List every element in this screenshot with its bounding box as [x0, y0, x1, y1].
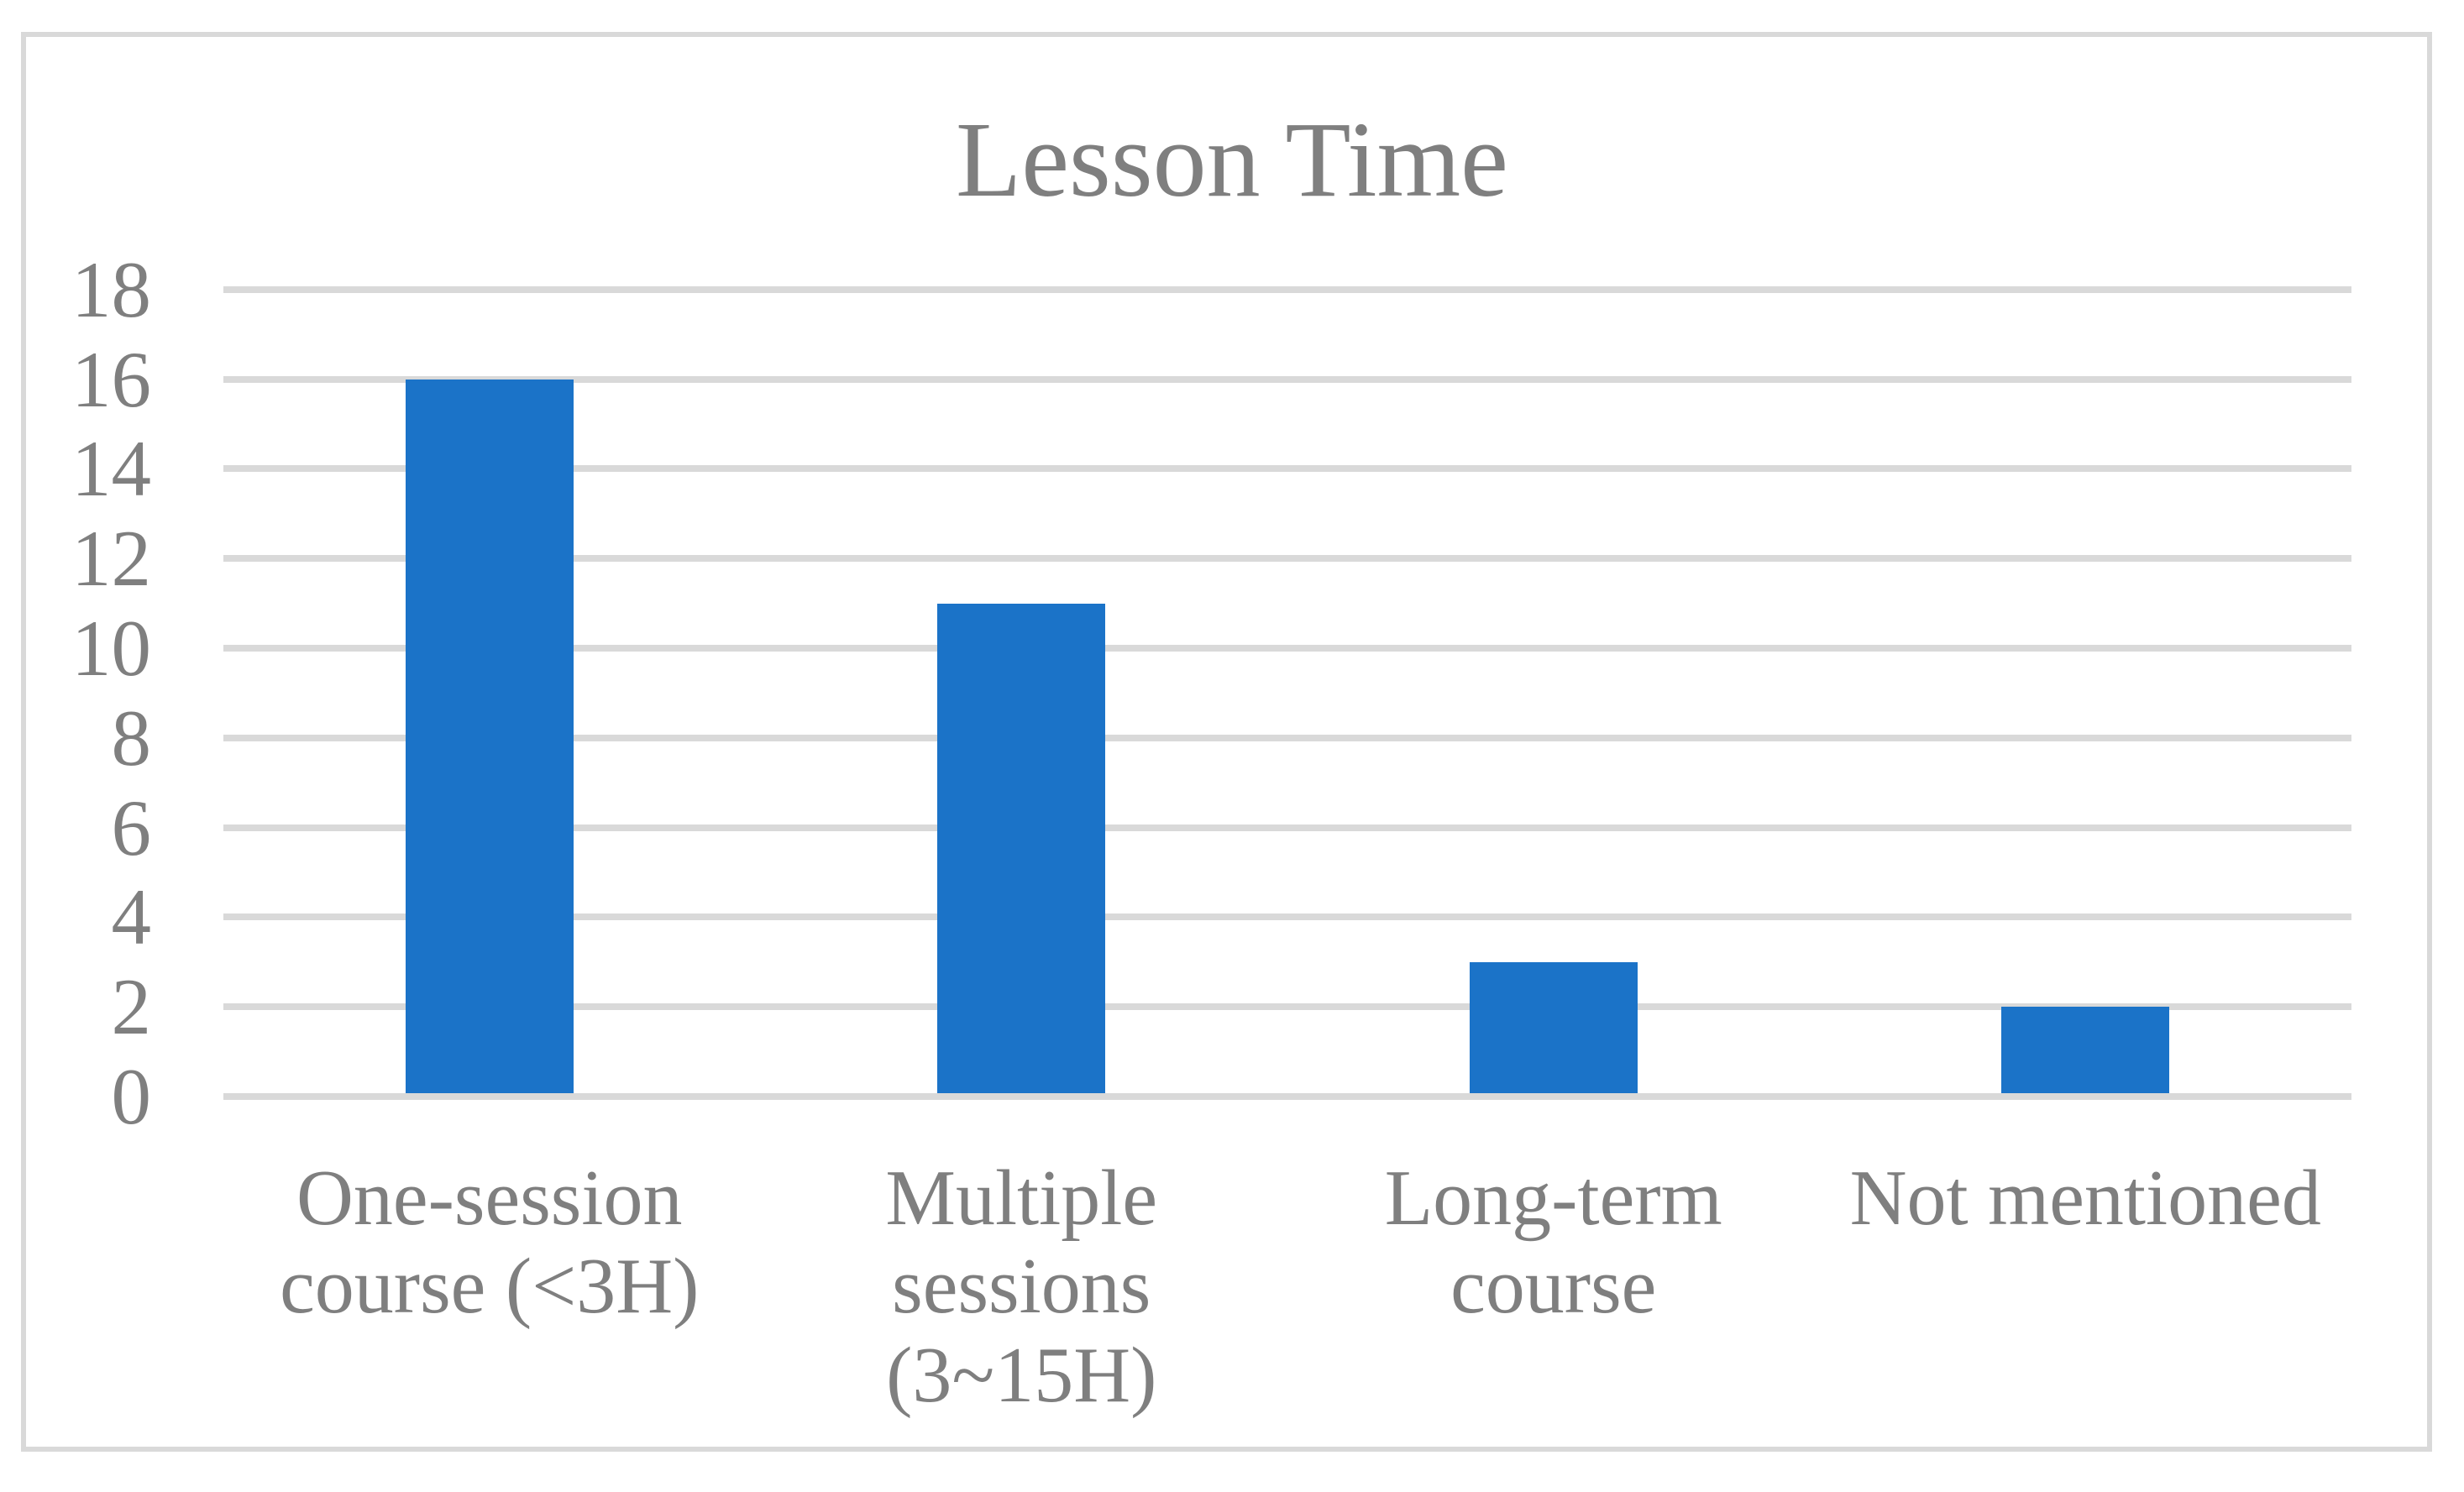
- x-axis-category-label: Not mentioned: [1849, 1154, 2321, 1242]
- y-axis-tick-label: 4: [111, 872, 152, 962]
- bar-4: [2001, 1007, 2170, 1093]
- y-axis-tick-label: 14: [71, 424, 151, 514]
- gridline-y-12: [223, 555, 2351, 563]
- x-axis-category-label: Long-term course: [1384, 1154, 1722, 1331]
- y-axis-tick-label: 16: [71, 334, 151, 424]
- x-axis-category-label: Multiple sessions (3~15H): [885, 1154, 1158, 1419]
- gridline-y-8: [223, 734, 2351, 741]
- bar-1: [405, 379, 574, 1093]
- gridline-y-2: [223, 1003, 2351, 1011]
- y-axis-tick-label: 10: [71, 604, 151, 693]
- y-axis-tick-label: 2: [111, 962, 152, 1052]
- y-axis-tick-label: 6: [111, 783, 152, 872]
- gridline-y-0: [223, 1093, 2351, 1100]
- bar-3: [1469, 961, 1638, 1093]
- gridline-y-4: [223, 914, 2351, 921]
- gridline-y-18: [223, 285, 2351, 293]
- y-axis-tick-label: 18: [71, 244, 151, 334]
- y-axis-tick-label: 12: [71, 514, 151, 604]
- chart-title: Lesson Time: [956, 100, 1508, 219]
- gridline-y-16: [223, 375, 2351, 383]
- x-axis-category-label: One-session course (<3H): [280, 1154, 700, 1331]
- y-axis-tick-label: 8: [111, 693, 152, 783]
- y-axis-tick-label: 0: [111, 1052, 152, 1141]
- gridline-y-6: [223, 824, 2351, 831]
- gridline-y-14: [223, 465, 2351, 473]
- gridline-y-10: [223, 645, 2351, 652]
- bar-2: [937, 603, 1106, 1093]
